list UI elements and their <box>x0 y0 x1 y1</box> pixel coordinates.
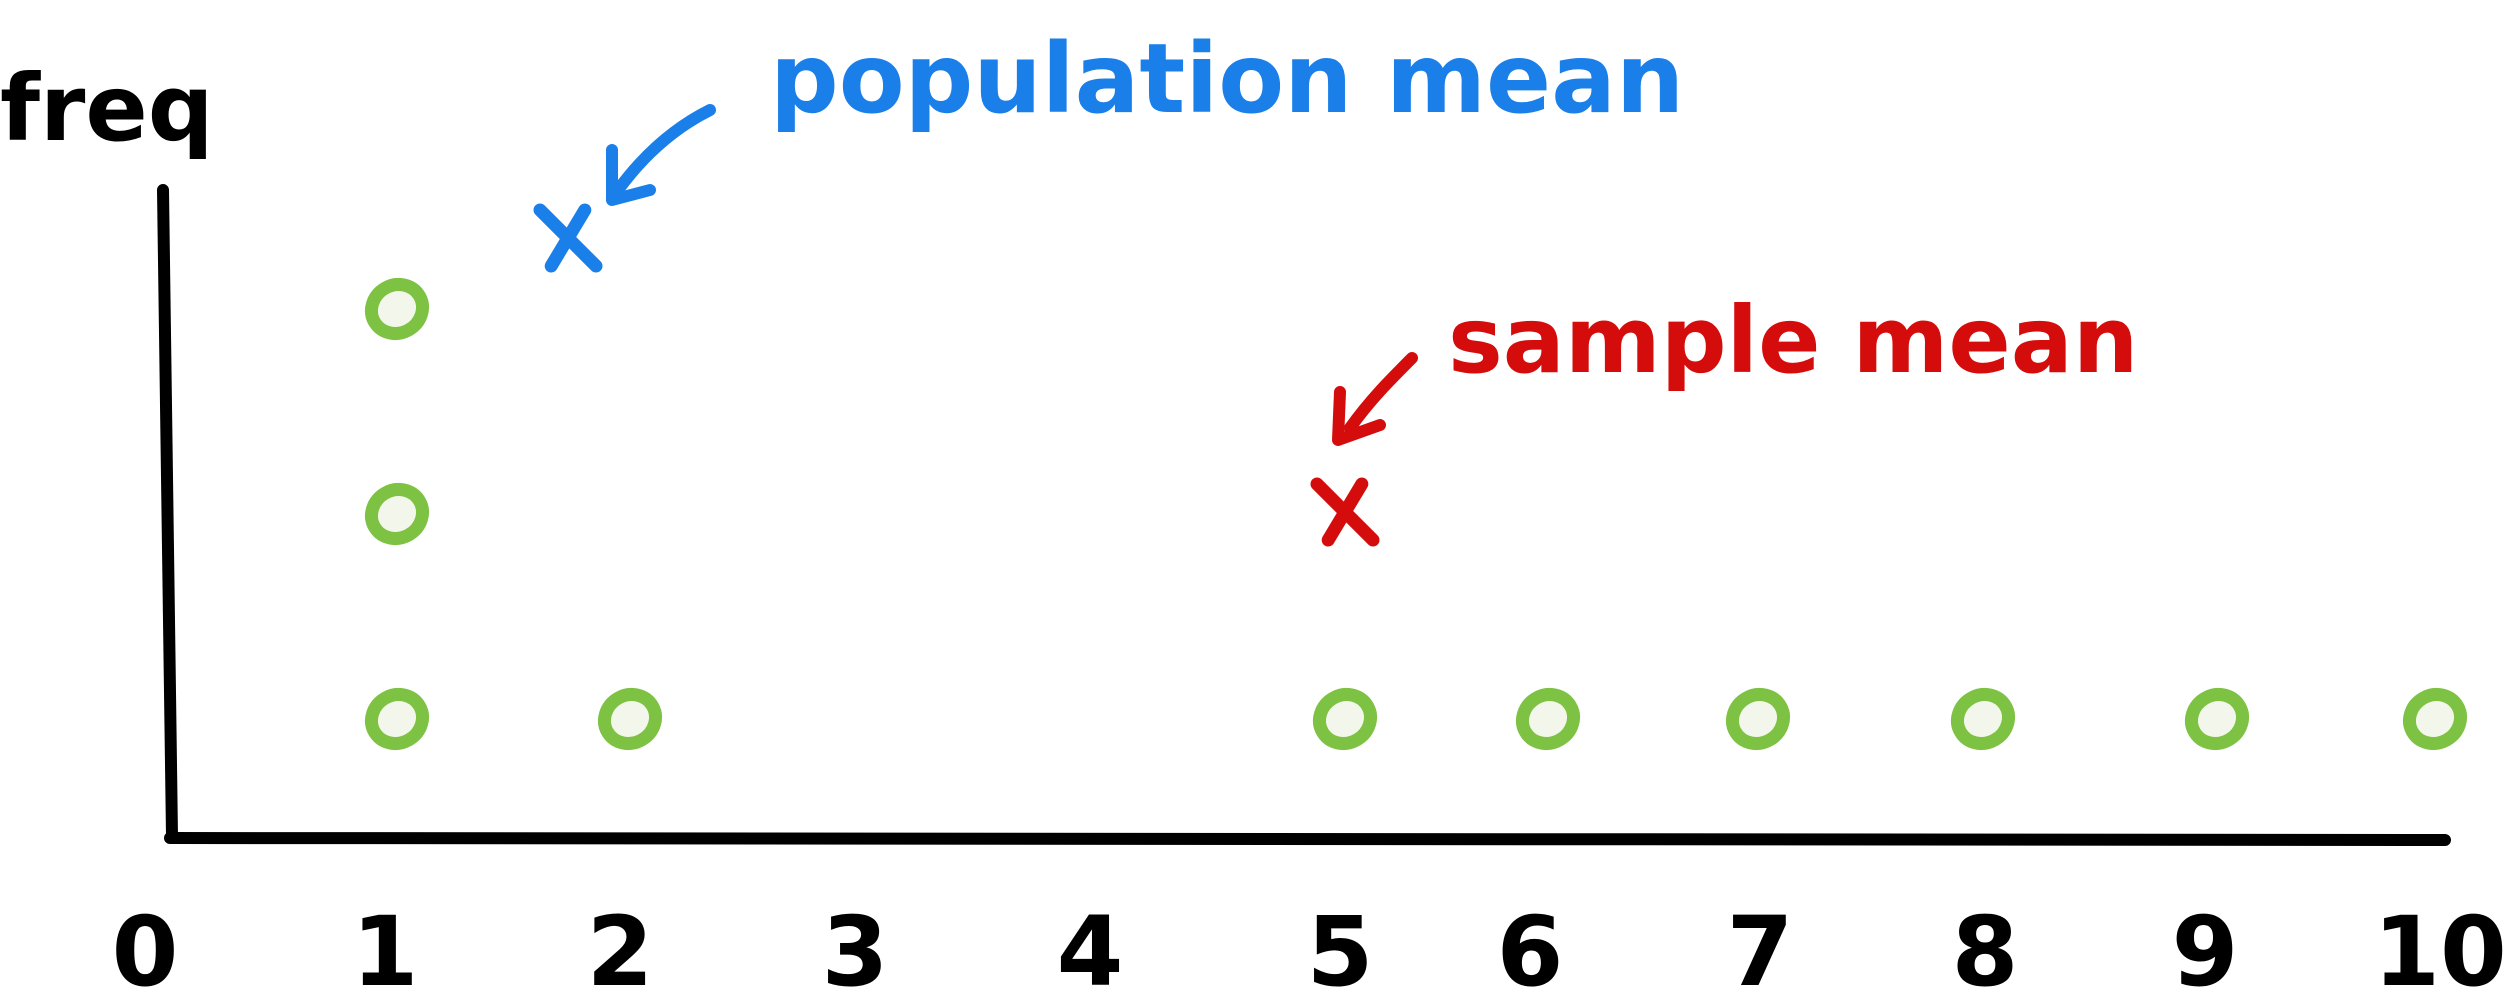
x-tick-label: 9 <box>2172 896 2239 999</box>
x-tick-label: 3 <box>822 896 889 999</box>
x-tick-label: 10 <box>2373 896 2507 999</box>
arrow-icon <box>606 104 716 206</box>
data-point <box>364 277 430 341</box>
data-point <box>2402 687 2468 751</box>
data-point <box>1312 687 1378 751</box>
x-tick-label: 0 <box>112 896 179 999</box>
y-axis-line <box>157 184 178 842</box>
mean-x-marker <box>533 203 603 273</box>
mean-x-marker <box>1310 477 1380 547</box>
population-mean-annotation: population mean <box>533 23 1684 273</box>
x-tick-labels: 0 1 2 3 4 5 6 7 8 9 10 <box>112 896 2507 999</box>
x-tick-label: 6 <box>1497 896 1564 999</box>
data-point <box>2184 687 2250 751</box>
x-tick-label: 2 <box>587 896 654 999</box>
arrow-icon <box>1332 352 1418 446</box>
y-axis-label: freq <box>0 55 214 162</box>
x-tick-label: 1 <box>352 896 419 999</box>
data-point <box>1725 687 1791 751</box>
annotations: population mean sample mean <box>533 23 2138 547</box>
annotation-label: population mean <box>770 23 1684 135</box>
sample-mean-annotation: sample mean <box>1310 287 2138 547</box>
data-point <box>1515 687 1581 751</box>
x-tick-label: 5 <box>1307 896 1374 999</box>
x-tick-label: 8 <box>1952 896 2019 999</box>
data-point <box>1950 687 2016 751</box>
annotation-label: sample mean <box>1448 287 2138 394</box>
x-tick-label: 7 <box>1727 896 1794 999</box>
data-point <box>364 687 430 751</box>
data-point <box>364 482 430 546</box>
x-tick-label: 4 <box>1057 896 1124 999</box>
data-points <box>364 277 2468 751</box>
axes: freq <box>0 55 2451 846</box>
data-point <box>597 687 663 751</box>
x-axis-line <box>164 832 2451 846</box>
